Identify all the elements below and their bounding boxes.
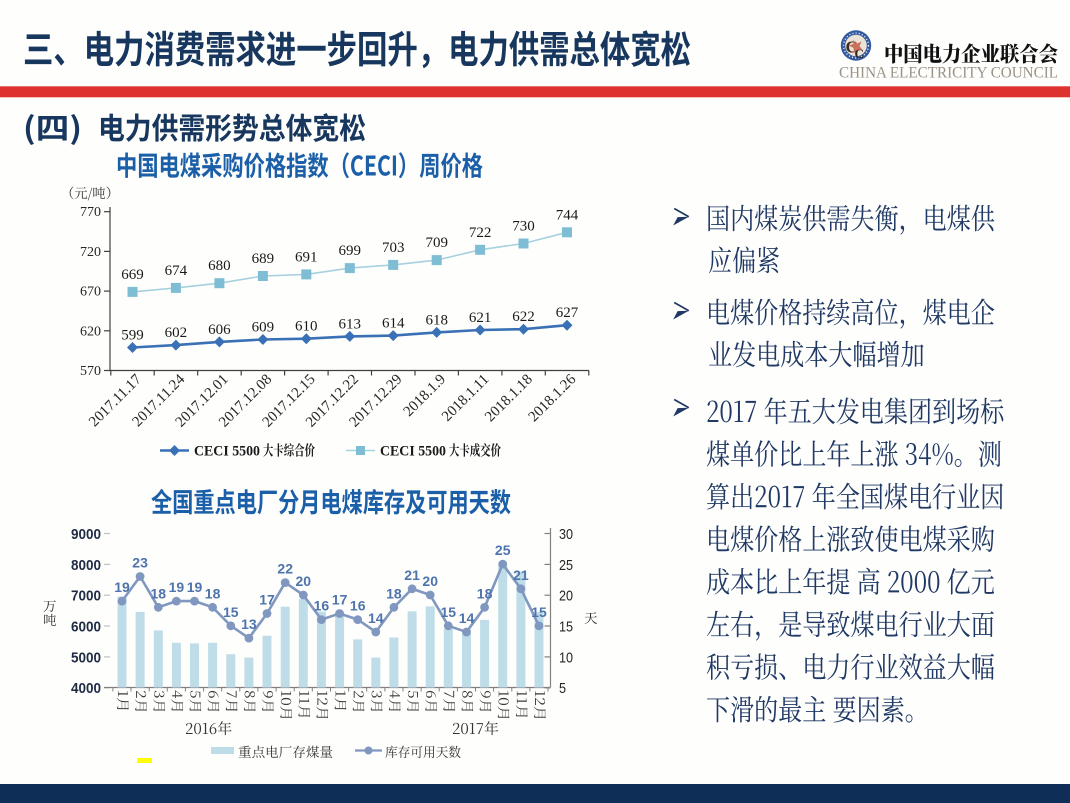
svg-text:17: 17 [259,592,275,608]
svg-text:20: 20 [422,573,438,589]
svg-text:770: 770 [80,205,101,220]
svg-text:14: 14 [459,610,475,626]
svg-text:620: 620 [80,324,101,339]
svg-text:CHINA ELECTRICITY COUNCIL: CHINA ELECTRICITY COUNCIL [839,64,1058,82]
svg-text:691: 691 [295,249,318,265]
svg-text:25: 25 [559,557,573,574]
svg-text:14: 14 [368,610,384,626]
svg-text:680: 680 [208,258,231,274]
svg-text:30: 30 [559,526,573,543]
svg-text:610: 610 [295,319,318,335]
svg-text:20: 20 [559,588,573,605]
svg-text:602: 602 [165,325,188,341]
svg-text:19: 19 [114,579,130,595]
svg-text:689: 689 [252,251,275,267]
svg-text:13: 13 [241,616,257,632]
svg-text:23: 23 [132,555,148,571]
svg-text:20: 20 [296,573,312,589]
svg-text:7000: 7000 [71,588,101,605]
svg-text:627: 627 [556,305,579,321]
svg-text:8000: 8000 [71,557,101,574]
svg-text:15: 15 [223,604,239,620]
svg-text:699: 699 [339,243,362,259]
svg-text:6000: 6000 [71,619,101,636]
svg-text:18: 18 [477,585,493,601]
svg-text:19: 19 [187,579,203,595]
svg-text:670: 670 [80,285,101,300]
svg-text:730: 730 [512,219,535,235]
svg-text:19: 19 [169,579,185,595]
svg-text:CECI 5500: CECI 5500 [194,444,260,460]
svg-text:16: 16 [314,598,330,614]
svg-text:5: 5 [559,680,566,697]
svg-text:17: 17 [332,592,348,608]
svg-text:15: 15 [559,619,573,636]
svg-text:674: 674 [165,263,188,279]
svg-text:4000: 4000 [71,680,101,697]
svg-text:15: 15 [441,604,457,620]
svg-text:10: 10 [559,649,573,666]
svg-text:720: 720 [80,245,101,260]
svg-text:618: 618 [425,312,448,328]
svg-text:C: C [855,46,864,61]
svg-text:CECI 5500: CECI 5500 [380,444,446,460]
svg-text:744: 744 [556,207,579,223]
svg-text:722: 722 [469,225,492,241]
svg-text:21: 21 [513,567,529,583]
svg-text:621: 621 [469,310,492,326]
svg-text:703: 703 [382,240,405,256]
svg-text:9000: 9000 [71,526,101,543]
svg-text:669: 669 [121,267,144,283]
svg-text:18: 18 [205,585,221,601]
svg-text:15: 15 [531,604,547,620]
svg-text:606: 606 [208,322,231,338]
svg-text:5000: 5000 [71,649,101,666]
svg-text:613: 613 [339,316,362,332]
svg-text:22: 22 [277,561,293,577]
svg-text:16: 16 [350,598,366,614]
svg-text:609: 609 [252,320,275,336]
svg-text:21: 21 [404,567,420,583]
svg-text:18: 18 [386,585,402,601]
svg-text:25: 25 [495,542,511,558]
svg-text:599: 599 [121,328,144,344]
svg-text:570: 570 [80,364,101,379]
svg-text:709: 709 [425,235,448,251]
svg-text:18: 18 [151,585,167,601]
svg-text:614: 614 [382,316,405,332]
svg-text:622: 622 [512,309,535,325]
